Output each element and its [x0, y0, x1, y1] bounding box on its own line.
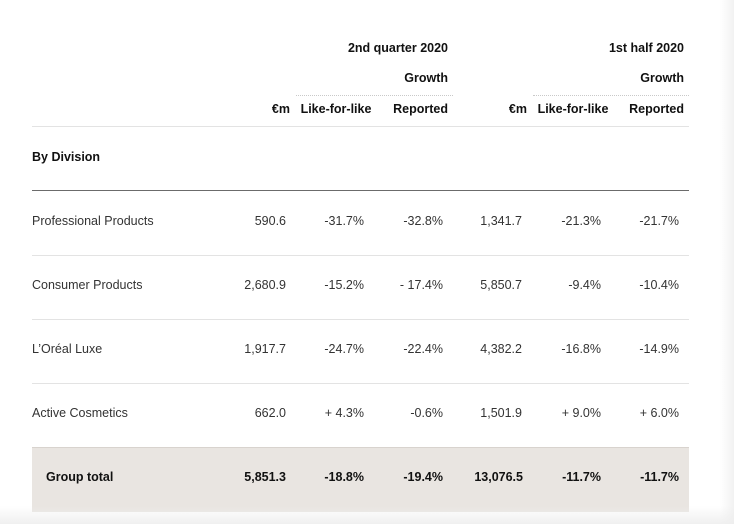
section-label-by-division: By Division [32, 150, 101, 164]
cell-q2-lfl: -24.7% [324, 342, 364, 356]
cell-q2-value: 1,917.7 [244, 342, 286, 356]
col-header-reported-q2: Reported [393, 102, 448, 116]
section-divider [32, 190, 689, 191]
cell-q2-value: 2,680.9 [244, 278, 286, 292]
col-header-lfl-h1: Like-for-like [537, 102, 609, 116]
growth-divider-q2 [296, 95, 453, 96]
col-header-reported-h1: Reported [629, 102, 684, 116]
growth-divider-h1 [533, 95, 689, 96]
row-label: Active Cosmetics [32, 406, 128, 420]
growth-header-q2: Growth [404, 71, 448, 85]
total-h1-lfl: -11.7% [562, 470, 601, 484]
cell-h1-lfl: -21.3% [561, 214, 601, 228]
total-q2-reported: -19.4% [403, 470, 443, 484]
total-label: Group total [46, 470, 114, 484]
col-header-value-q2: €m [271, 102, 290, 116]
page-edge-shadow [720, 0, 734, 524]
cell-h1-value: 1,501.9 [480, 406, 522, 420]
cell-h1-lfl: + 9.0% [561, 406, 601, 420]
cell-h1-reported: -14.9% [639, 342, 679, 356]
cell-h1-reported: -10.4% [639, 278, 679, 292]
page-bottom-shadow [0, 506, 734, 524]
col-header-value-h1: €m [508, 102, 527, 116]
growth-header-h1: Growth [640, 71, 684, 85]
cell-q2-reported: -22.4% [403, 342, 443, 356]
cell-q2-value: 662.0 [254, 406, 286, 420]
period-header-h1: 1st half 2020 [608, 41, 684, 55]
cell-h1-reported: + 6.0% [639, 406, 679, 420]
cell-q2-value: 590.6 [254, 214, 286, 228]
cell-q2-reported: -0.6% [410, 406, 443, 420]
row-divider [32, 319, 689, 320]
total-q2-lfl: -18.8% [324, 470, 364, 484]
row-label: L’Oréal Luxe [32, 342, 103, 356]
cell-q2-lfl: -15.2% [324, 278, 364, 292]
col-header-lfl-q2: Like-for-like [300, 102, 372, 116]
cell-h1-lfl: -16.8% [561, 342, 601, 356]
row-divider [32, 255, 689, 256]
header-divider [32, 126, 689, 127]
row-label: Professional Products [32, 214, 154, 228]
cell-h1-value: 5,850.7 [480, 278, 522, 292]
row-label: Consumer Products [32, 278, 143, 292]
cell-q2-reported: - 17.4% [399, 278, 443, 292]
cell-q2-lfl: + 4.3% [324, 406, 364, 420]
cell-q2-lfl: -31.7% [324, 214, 364, 228]
cell-q2-reported: -32.8% [403, 214, 443, 228]
cell-h1-value: 1,341.7 [480, 214, 522, 228]
row-divider [32, 383, 689, 384]
total-h1-reported: -11.7% [640, 470, 679, 484]
cell-h1-value: 4,382.2 [480, 342, 522, 356]
total-q2-value: 5,851.3 [244, 470, 286, 484]
total-row-background [32, 447, 689, 512]
cell-h1-lfl: -9.4% [568, 278, 601, 292]
cell-h1-reported: -21.7% [639, 214, 679, 228]
total-h1-value: 13,076.5 [474, 470, 523, 484]
period-header-q2: 2nd quarter 2020 [347, 41, 448, 55]
